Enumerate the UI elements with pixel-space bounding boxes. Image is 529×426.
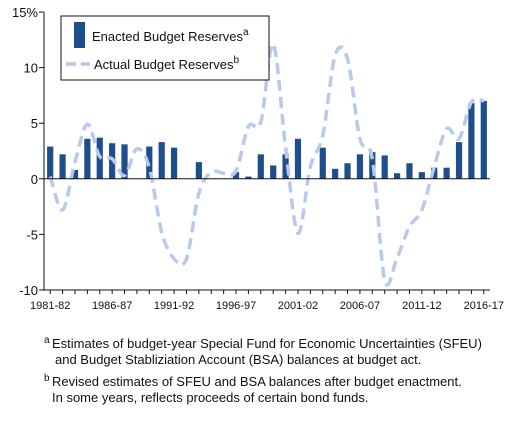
enacted-bar xyxy=(270,165,277,179)
footnotes: a Estimates of budget-year Special Fund … xyxy=(44,335,524,412)
enacted-bar xyxy=(344,163,351,179)
enacted-bar xyxy=(294,138,302,179)
enacted-bar xyxy=(406,163,413,179)
y-tick-label: -10 xyxy=(19,283,38,298)
footnote-line: Estimates of budget-year Special Fund fo… xyxy=(52,336,482,351)
x-tick-label: 1991-92 xyxy=(154,300,194,312)
footnote-line: In some years, reflects proceeds of cert… xyxy=(52,390,369,405)
footnote-mark: b xyxy=(44,373,50,384)
y-tick-label: 15% xyxy=(12,5,38,20)
y-tick-label: -5 xyxy=(26,227,38,242)
legend-label-enacted: Enacted Budget Reservesa xyxy=(92,27,249,44)
enacted-bar xyxy=(195,162,202,179)
x-tick-group: 1981-82 1986-87 1991-92 1996-97 2001-02 2006-… xyxy=(30,289,504,312)
y-tick-label: 10 xyxy=(24,61,38,76)
enacted-bar xyxy=(71,169,79,179)
y-tick-label: 0 xyxy=(31,172,38,187)
x-tick-label: 2006-07 xyxy=(340,300,380,312)
enacted-bar xyxy=(121,144,128,179)
x-tick-label: 1996-97 xyxy=(216,300,256,312)
enacted-bar xyxy=(381,155,388,179)
footnote-a: a Estimates of budget-year Special Fund … xyxy=(44,335,524,368)
enacted-bar xyxy=(245,176,252,179)
x-tick-label: 2016-17 xyxy=(464,300,504,312)
budget-reserves-chart: 15% 10 5 0 -5 -10 1981-82 1986-87 1991-92 1996-9… xyxy=(12,5,504,312)
enacted-bar xyxy=(393,173,401,179)
legend-box xyxy=(60,15,270,81)
enacted-bar xyxy=(232,172,240,179)
enacted-bar xyxy=(59,154,66,179)
enacted-bar xyxy=(158,142,165,179)
actual-reserves-line xyxy=(48,42,485,287)
enacted-bar xyxy=(443,167,450,179)
x-tick-label: 2011-12 xyxy=(402,300,442,312)
enacted-bar xyxy=(170,147,178,179)
enacted-bars-group xyxy=(47,100,487,179)
legend-label-actual: Actual Budget Reservesb xyxy=(94,55,239,72)
enacted-bar xyxy=(319,147,326,179)
footnote-mark: a xyxy=(44,335,50,346)
enacted-bar xyxy=(282,154,289,179)
enacted-bar xyxy=(369,152,376,179)
legend-bar-swatch xyxy=(74,22,85,48)
enacted-bar xyxy=(431,167,438,179)
enacted-bar xyxy=(418,172,425,179)
x-tick-label: 1981-82 xyxy=(30,300,70,312)
enacted-bar xyxy=(480,100,487,179)
legend: Enacted Budget Reservesa Actual Budget R… xyxy=(60,15,270,81)
enacted-bar xyxy=(332,168,339,179)
x-tick-label: 1986-87 xyxy=(92,300,132,312)
enacted-bar xyxy=(257,154,264,179)
enacted-bar xyxy=(455,142,463,179)
footnote-line: and Budget Stabliziation Account (BSA) b… xyxy=(55,352,422,367)
footnote-line: Revised estimates of SFEU and BSA balanc… xyxy=(52,374,462,389)
enacted-bar xyxy=(468,103,475,179)
y-tick-label: 5 xyxy=(31,116,38,131)
enacted-bar xyxy=(84,138,91,179)
y-tick-group: 15% 10 5 0 -5 -10 xyxy=(12,5,44,298)
enacted-bar xyxy=(356,154,364,179)
x-tick-label: 2001-02 xyxy=(278,300,318,312)
footnote-b: b Revised estimates of SFEU and BSA bala… xyxy=(44,373,524,406)
enacted-bar xyxy=(47,146,54,179)
